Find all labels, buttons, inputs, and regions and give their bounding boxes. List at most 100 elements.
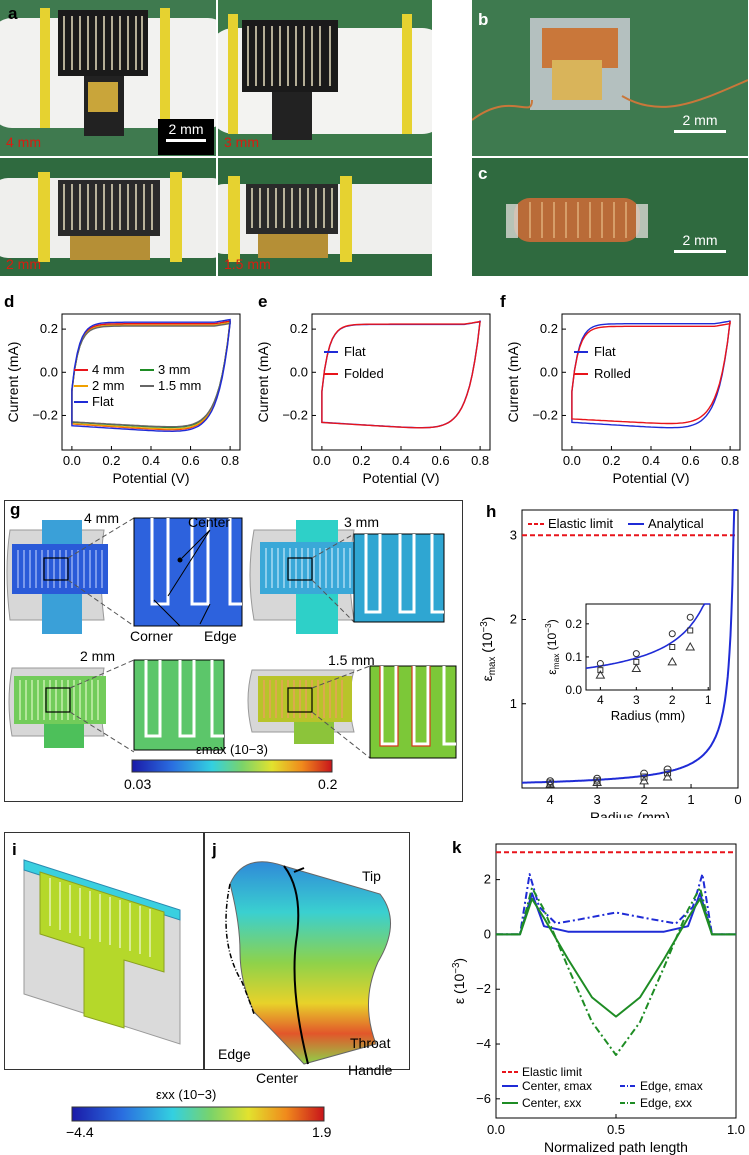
- chart-d-legend-label: 3 mm: [158, 362, 191, 377]
- chart-h-xtick-label: 1: [687, 792, 694, 807]
- chart-f-legend-label: Flat: [594, 344, 616, 359]
- photo-c: [472, 158, 748, 276]
- photo-a-label-3mm: 3 mm: [224, 134, 259, 150]
- fem-g-callout-edge: Edge: [204, 628, 237, 644]
- fem-g-figure: [6, 517, 457, 773]
- chart-h-marker-triangle: [592, 777, 602, 787]
- panel-label-j: j: [212, 840, 217, 859]
- chart-k-legend-label: Edge, εxx: [640, 1096, 692, 1110]
- photo-b-scalebar-text: 2 mm: [682, 112, 718, 128]
- fem-j-label-throat: Throat: [350, 1035, 391, 1051]
- chart-h-inset-xlabel: Radius (mm): [611, 708, 685, 723]
- chart-h-inset-marker-square: [597, 667, 604, 674]
- panel-label-f: f: [500, 292, 506, 311]
- chart-h-inset-ylabel: εmax (10−3): [543, 619, 561, 674]
- chart-h-inset-marker-triangle: [631, 663, 642, 672]
- photo-a-1.5mm-image: [218, 158, 432, 276]
- chart-h-xtick-label: 0: [734, 792, 741, 807]
- panel-label-e: e: [258, 292, 268, 311]
- chart-h-inset-xtick-label: 4: [597, 693, 604, 707]
- chart-f-xtick-label: 0.2: [602, 453, 620, 468]
- chart-e-legend-label: Flat: [344, 344, 366, 359]
- chart-k-series-edgemax: [496, 873, 736, 936]
- fem-j-device: [225, 861, 391, 1065]
- fem-g-callout-center: Center: [188, 514, 231, 530]
- chart-h-inset-marker-circle: [668, 630, 676, 638]
- chart-k-ytick-label: 2: [484, 872, 491, 887]
- chart-f-xtick-label: 0.6: [682, 453, 700, 468]
- chart-h-axes-frame: [521, 509, 739, 789]
- chart-f-ytick-label: 0.0: [540, 364, 558, 379]
- chart-h-inset-marker-triangle: [685, 641, 696, 651]
- chart-d-xlabel: Potential (V): [112, 470, 189, 486]
- chart-h-xtick-label: 3: [594, 792, 601, 807]
- chart-d-xtick-label: 0.0: [63, 453, 81, 468]
- chart-e-ytick-label: 0.2: [290, 321, 308, 336]
- chart-h-marker-triangle: [545, 779, 556, 788]
- chart-h-inset-marker-square: [669, 644, 676, 650]
- chart-e-axes-frame: [311, 313, 491, 451]
- chart-e-ytick-label: 0.0: [290, 364, 308, 379]
- chart-d-legend-label: 4 mm: [92, 362, 125, 377]
- chart-h-inset-xtick-label: 3: [633, 693, 640, 707]
- fem-device-4mm: [6, 517, 243, 634]
- photo-a-label-4mm: 4 mm: [6, 134, 41, 150]
- photo-c-scalebar-line: [674, 250, 726, 253]
- chart-d: 0.0 0.2 0.4 0.6 0.8 0.2 0.0 −0.2 Potential (V) Cu…: [5, 313, 241, 486]
- chart-e-xtick-label: 0.4: [392, 453, 410, 468]
- chart-f: 0.0 0.2 0.4 0.6 0.8 0.2 0.0 −0.2 Potential (V) Cu…: [505, 313, 741, 486]
- chart-h-xtick-label: 2: [640, 792, 647, 807]
- chart-k-legend-label: Edge, εmax: [640, 1079, 703, 1093]
- photo-a-3mm: [218, 0, 432, 156]
- chart-d-ytick-label: 0.2: [40, 321, 58, 336]
- fem-j-label-edge: Edge: [218, 1046, 251, 1062]
- chart-h-inset-marker-circle: [632, 650, 640, 658]
- chart-h-ytick-label: 1: [510, 696, 517, 711]
- fem-device-2mm: [8, 659, 225, 753]
- fem-g-label-2mm: 2 mm: [80, 648, 115, 664]
- chart-h-inset-xtick-label: 2: [669, 693, 676, 707]
- fem-i-device: [23, 859, 181, 1045]
- panel-label-a: a: [8, 4, 18, 23]
- photo-b-scalebar: 2 mm: [670, 112, 730, 133]
- photo-a-4mm: [0, 0, 216, 156]
- chart-e-series-Folded: [321, 320, 481, 429]
- panel-label-g: g: [10, 500, 21, 519]
- chart-f-axes-frame: [561, 313, 741, 451]
- chart-k-ytick-label: 0: [484, 926, 491, 941]
- chart-k-xtick-label: 0.0: [487, 1122, 505, 1137]
- chart-e: 0.0 0.2 0.4 0.6 0.8 0.2 0.0 −0.2 Potential (V) Cu…: [255, 313, 491, 486]
- chart-d-xtick-label: 0.2: [102, 453, 120, 468]
- chart-h-inset-xtick-label: 1: [705, 693, 712, 707]
- chart-f-legend-label: Rolled: [594, 366, 631, 381]
- fem-g-label-4mm: 4 mm: [84, 510, 119, 526]
- chart-f-ylabel: Current (mA): [505, 342, 521, 423]
- chart-k: 0.0 0.5 1.0 2 0 −2 −4 −6 Normalized path length ε…: [451, 843, 745, 1155]
- chart-k-xtick-label: 1.0: [727, 1122, 745, 1137]
- chart-d-legend-label: Flat: [92, 394, 114, 409]
- fem-j-label-tip: Tip: [362, 868, 381, 884]
- photo-a-1.5mm: [218, 158, 432, 276]
- chart-h-marker-square: [664, 769, 672, 777]
- panel-label-d: d: [4, 292, 15, 311]
- chart-e-xtick-label: 0.8: [471, 453, 489, 468]
- chart-f-ytick-label: 0.2: [540, 321, 558, 336]
- chart-e-legend-label: Folded: [344, 366, 384, 381]
- photo-c-image: [472, 158, 748, 276]
- chart-d-legend-label: 2 mm: [92, 378, 125, 393]
- chart-k-legend-label: Center, εxx: [522, 1096, 581, 1110]
- chart-h-legend-label: Analytical: [648, 516, 704, 531]
- fem-ij-colorbar-max: 1.9: [312, 1124, 332, 1140]
- fem-g-label-1.5mm: 1.5 mm: [328, 652, 375, 668]
- photo-b-scalebar-line: [674, 130, 726, 133]
- chart-f-xtick-label: 0.8: [721, 453, 739, 468]
- chart-f-series-Rolled: [571, 321, 731, 425]
- fem-g-colorbar-min: 0.03: [124, 776, 152, 792]
- chart-h-ytick-label: 3: [510, 527, 517, 542]
- fem-ij-figure: [23, 859, 391, 1122]
- fem-ij-colorbar-title: εxx (10−3): [156, 1087, 217, 1102]
- fem-ij-colorbar-min: −4.4: [66, 1124, 94, 1140]
- fem-j-label-center: Center: [256, 1070, 299, 1086]
- chart-h-marker-triangle: [662, 772, 673, 781]
- fem-g-colorbar-title: εmax (10−3): [196, 742, 268, 757]
